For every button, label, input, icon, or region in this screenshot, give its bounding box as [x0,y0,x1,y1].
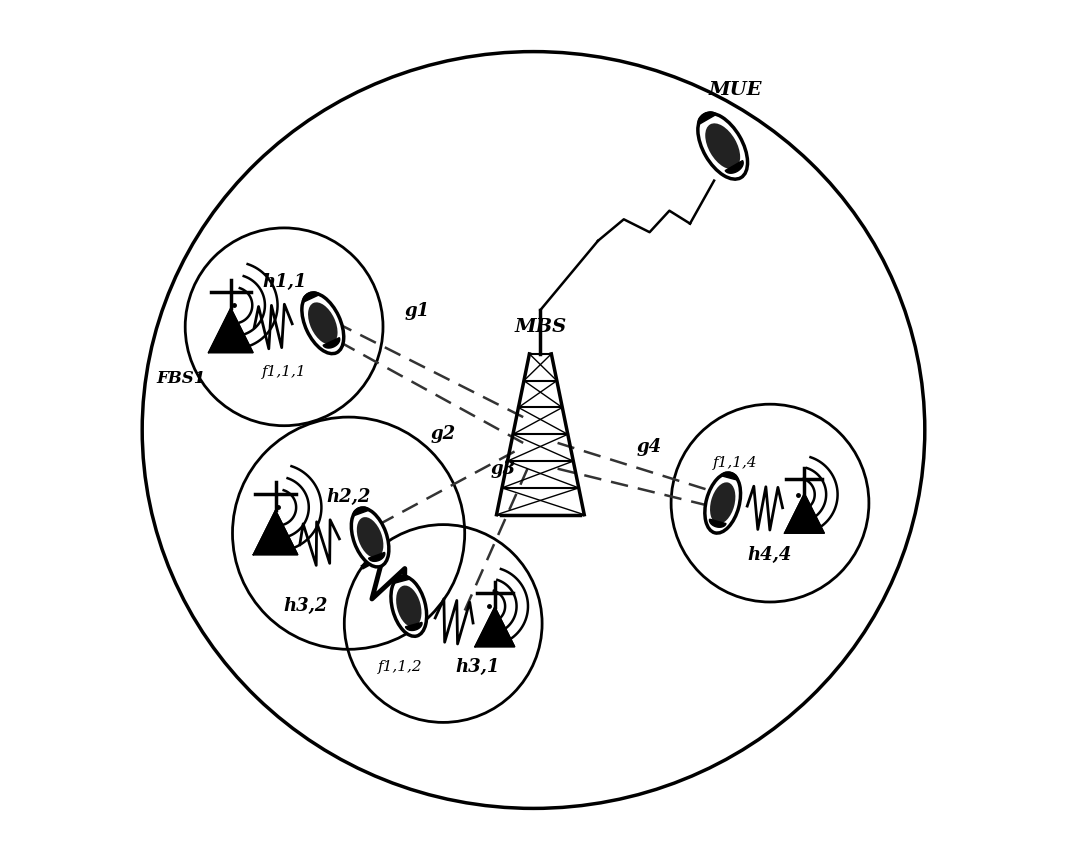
Polygon shape [475,607,514,647]
Text: g2: g2 [431,426,456,443]
Polygon shape [405,623,423,630]
Ellipse shape [710,482,735,524]
Ellipse shape [356,517,383,558]
Text: MUE: MUE [708,82,762,99]
Polygon shape [710,519,726,527]
Ellipse shape [705,123,740,169]
Polygon shape [368,552,385,562]
Text: g3: g3 [491,460,516,477]
Polygon shape [253,510,298,555]
Text: h2,2: h2,2 [327,488,371,506]
Ellipse shape [308,303,337,344]
Polygon shape [323,338,339,348]
Ellipse shape [396,586,421,627]
Ellipse shape [698,114,748,179]
Ellipse shape [351,508,388,567]
Text: h3,2: h3,2 [284,598,328,615]
Ellipse shape [302,293,344,353]
Polygon shape [726,161,744,173]
Polygon shape [394,575,411,583]
Polygon shape [353,507,369,516]
Text: h1,1: h1,1 [261,273,306,291]
Text: FBS1: FBS1 [156,370,206,387]
Text: h4,4: h4,4 [748,546,792,563]
Ellipse shape [391,576,427,636]
Text: f1,1,2: f1,1,2 [378,660,423,673]
Text: h3,1: h3,1 [456,658,499,675]
Polygon shape [303,292,319,303]
Text: g1: g1 [404,303,430,320]
Text: f1,1,1: f1,1,1 [261,366,306,379]
Polygon shape [721,472,737,480]
Ellipse shape [705,473,740,533]
Polygon shape [208,308,253,353]
Polygon shape [698,112,716,125]
Text: f1,1,4: f1,1,4 [713,456,758,470]
Text: MBS: MBS [514,318,567,335]
Text: g4: g4 [637,439,663,456]
Polygon shape [784,494,825,533]
